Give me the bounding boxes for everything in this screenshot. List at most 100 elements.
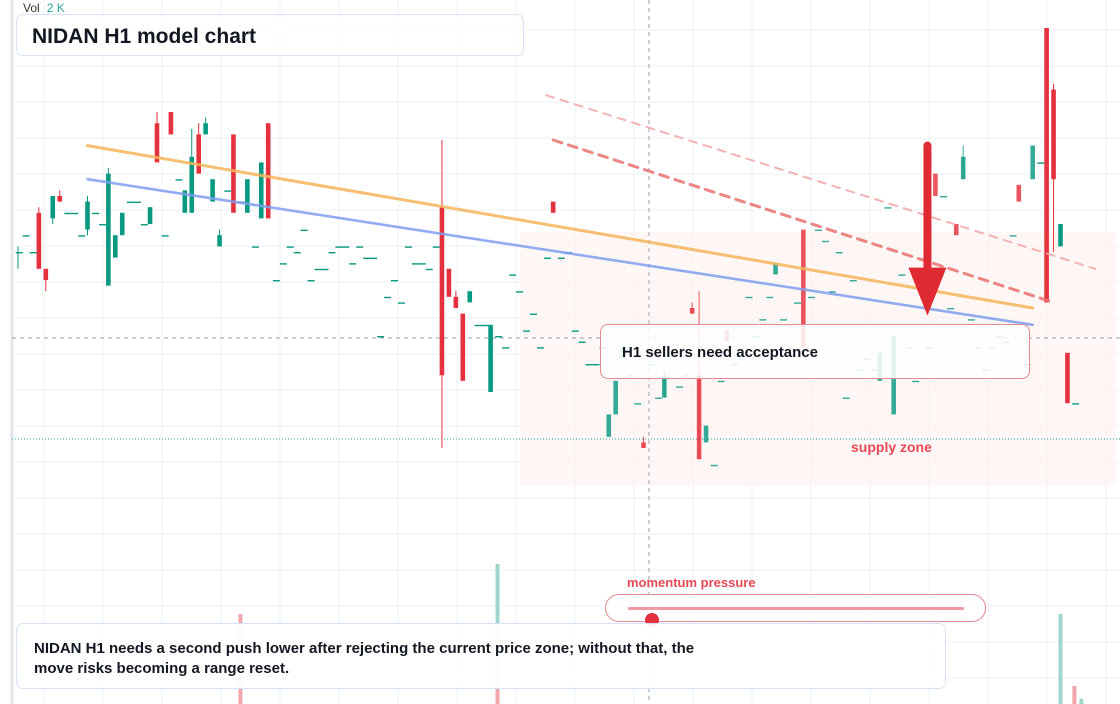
momentum-label: momentum pressure <box>627 575 756 590</box>
candle-body <box>418 263 426 265</box>
candle-body <box>808 296 815 299</box>
candle-body <box>411 263 419 265</box>
title-box: NIDAN H1 model chart <box>16 14 524 56</box>
candle-body <box>634 403 642 405</box>
candle-body <box>453 296 459 308</box>
candle-body <box>154 123 160 163</box>
candle-body <box>279 263 287 265</box>
candle-body <box>1016 184 1022 202</box>
candle-body <box>147 207 153 224</box>
candle-body <box>397 302 405 304</box>
candle-body <box>1009 235 1017 237</box>
down-arrow <box>908 141 947 316</box>
candle-body <box>99 224 107 226</box>
candle-body <box>57 196 62 202</box>
volume-bar <box>1079 699 1084 704</box>
line-model <box>86 144 1035 310</box>
candle-body <box>446 268 452 297</box>
candle-body <box>217 235 222 247</box>
candle-body <box>224 190 232 192</box>
candle-body <box>85 201 90 230</box>
candle-body <box>1051 89 1056 180</box>
candle-body <box>509 274 517 276</box>
candle-body <box>196 134 201 174</box>
candle-body <box>231 134 236 213</box>
candle-body <box>50 196 56 219</box>
volume-value: 2 K <box>46 1 65 15</box>
candle-body <box>759 319 767 321</box>
candle-body <box>384 296 392 299</box>
candle-body <box>523 330 531 332</box>
candle-body <box>307 280 315 282</box>
candle-body <box>113 235 118 258</box>
candle-body <box>557 257 565 259</box>
candle-body <box>655 397 663 399</box>
candle-body <box>36 212 42 269</box>
candle-body <box>78 235 86 237</box>
candle-body <box>1037 162 1045 164</box>
candle-body <box>245 179 250 213</box>
candle-body <box>210 179 215 202</box>
candle-body <box>377 336 385 338</box>
candle-body <box>404 246 412 248</box>
line-resistance-upper <box>545 94 1097 270</box>
candle-body <box>22 235 30 237</box>
candle-body <box>92 212 100 215</box>
candle-body <box>967 319 975 321</box>
candle-body <box>467 291 473 303</box>
callout-box: H1 sellers need acceptance <box>600 324 1030 379</box>
note-text: NIDAN H1 needs a second push lower after… <box>34 640 695 677</box>
candle-body <box>293 252 301 254</box>
candle-body <box>530 313 537 315</box>
candle-body <box>585 364 593 366</box>
trend-lines <box>86 94 1097 327</box>
supply-zone-label: supply zone <box>851 439 932 455</box>
candle-body <box>835 252 843 254</box>
candle-body <box>1030 145 1035 180</box>
candle-body <box>662 375 667 398</box>
candle-body <box>543 257 551 259</box>
volume-bar <box>1072 686 1077 704</box>
candle-body <box>140 224 148 226</box>
candle-body <box>1065 352 1070 404</box>
candle-body <box>717 380 725 383</box>
candle-body <box>391 280 398 282</box>
volume-header: Vol 2 K <box>23 1 65 15</box>
candle-body <box>710 464 718 467</box>
candle-body <box>321 268 329 271</box>
candle-body <box>953 224 959 236</box>
candle-body <box>794 302 802 304</box>
candle-body <box>356 246 364 248</box>
candle-body <box>912 380 920 383</box>
candle-body <box>536 347 544 349</box>
momentum-track <box>628 607 964 627</box>
candle-body <box>502 347 510 349</box>
candle-body <box>168 112 174 135</box>
volume-label: Vol <box>23 1 40 15</box>
candle-body <box>828 291 836 293</box>
candle-body <box>940 196 948 198</box>
candle-body <box>432 246 440 248</box>
candle-body <box>252 246 259 248</box>
candle-body <box>460 313 466 381</box>
candle-body <box>370 257 378 259</box>
candle-body <box>884 207 892 209</box>
candle-body <box>29 252 37 254</box>
candle-body <box>613 380 618 415</box>
momentum-gauge[interactable] <box>605 594 986 627</box>
candle-body <box>592 364 600 366</box>
candle-body <box>349 263 357 265</box>
candle-body <box>182 190 188 213</box>
candle-body <box>335 246 343 248</box>
arrow-head <box>908 267 947 316</box>
candle-body <box>64 212 72 215</box>
candle-body <box>814 229 822 231</box>
candle-body <box>766 296 774 299</box>
candle-body <box>363 257 371 259</box>
candle-body <box>1058 224 1063 247</box>
candle-body <box>161 235 169 237</box>
candle-body <box>328 252 336 254</box>
candle-body <box>495 336 503 338</box>
candle-body <box>606 414 612 437</box>
candle-body <box>773 263 778 275</box>
